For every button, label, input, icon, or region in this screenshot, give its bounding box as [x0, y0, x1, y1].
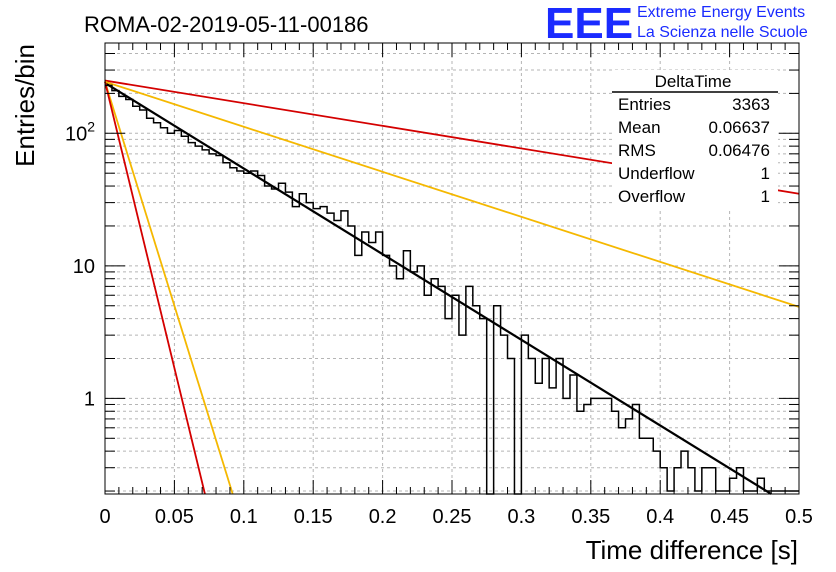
histogram [105, 84, 799, 495]
chart-title: ROMA-02-2019-05-11-00186 [84, 12, 369, 37]
y-tick-labels: 1 10 102 [65, 118, 95, 410]
x-tick-label: 0.45 [710, 506, 749, 528]
x-tick-label: 0 [99, 506, 110, 528]
fit-line [104, 81, 206, 495]
stats-box: DeltaTime Entries 3363 Mean 0.06637 RMS … [612, 70, 778, 210]
y-tick-label: 102 [65, 118, 95, 145]
eee-logo: EEE [545, 0, 633, 48]
stats-title: DeltaTime [655, 72, 732, 91]
stats-label: Underflow [618, 164, 695, 183]
y-tick-label: 1 [84, 388, 95, 410]
stats-label: Mean [618, 118, 661, 137]
x-tick-labels: 0 0.05 0.1 0.15 0.2 0.25 0.3 0.35 0.4 0.45 0.5 [99, 506, 812, 528]
x-axis-label: Time difference [s] [586, 535, 798, 565]
x-tick-label: 0.4 [646, 506, 674, 528]
axis-ticks [104, 43, 800, 494]
stats-value: 3363 [732, 95, 770, 114]
fit-line [104, 81, 772, 495]
stats-value: 0.06637 [709, 118, 770, 137]
stats-value: 0.06476 [709, 141, 770, 160]
y-axis-label: Entries/bin [10, 44, 40, 167]
stats-value: 1 [761, 164, 770, 183]
x-tick-label: 0.1 [230, 506, 258, 528]
x-tick-label: 0.3 [507, 506, 535, 528]
fit-line [104, 81, 234, 495]
fit-line [104, 80, 800, 308]
x-tick-label: 0.5 [785, 506, 813, 528]
stats-label: RMS [618, 141, 656, 160]
x-tick-label: 0.35 [571, 506, 610, 528]
stats-label: Overflow [618, 187, 686, 206]
logo-line-1: Extreme Energy Events [637, 4, 805, 21]
x-tick-label: 0.25 [433, 506, 472, 528]
stats-label: Entries [618, 95, 671, 114]
y-tick-label: 10 [73, 256, 95, 278]
stats-value: 1 [761, 187, 770, 206]
x-tick-label: 0.05 [155, 506, 194, 528]
x-tick-label: 0.15 [294, 506, 333, 528]
x-tick-label: 0.2 [369, 506, 397, 528]
logo-line-2: La Scienza nelle Scuole [637, 24, 808, 41]
